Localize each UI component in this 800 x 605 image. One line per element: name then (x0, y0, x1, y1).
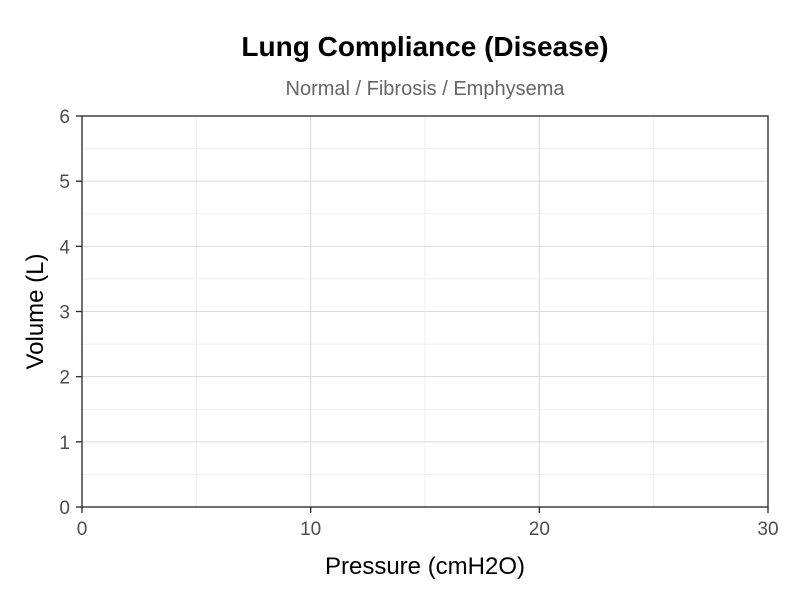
y-tick-label: 2 (59, 368, 70, 389)
chart-subtitle: Normal / Fibrosis / Emphysema (286, 78, 566, 100)
y-tick-label: 6 (59, 107, 70, 128)
y-tick-label: 0 (59, 498, 70, 519)
y-tick-label: 1 (59, 433, 70, 454)
y-tick-label: 3 (59, 303, 70, 324)
y-axis-title: Volume (L) (22, 253, 49, 369)
y-tick-label: 4 (59, 237, 70, 258)
y-axis-ticks: 0 1 2 3 4 5 6 (59, 107, 82, 519)
x-tick-label: 20 (529, 519, 550, 540)
y-tick-label: 5 (59, 172, 70, 193)
x-tick-label: 0 (77, 519, 88, 540)
x-axis-ticks: 0 10 20 30 (77, 507, 779, 540)
chart-title: Lung Compliance (Disease) (241, 31, 608, 62)
x-tick-label: 30 (757, 519, 778, 540)
x-tick-label: 10 (300, 519, 321, 540)
x-axis-title: Pressure (cmH2O) (325, 553, 525, 580)
